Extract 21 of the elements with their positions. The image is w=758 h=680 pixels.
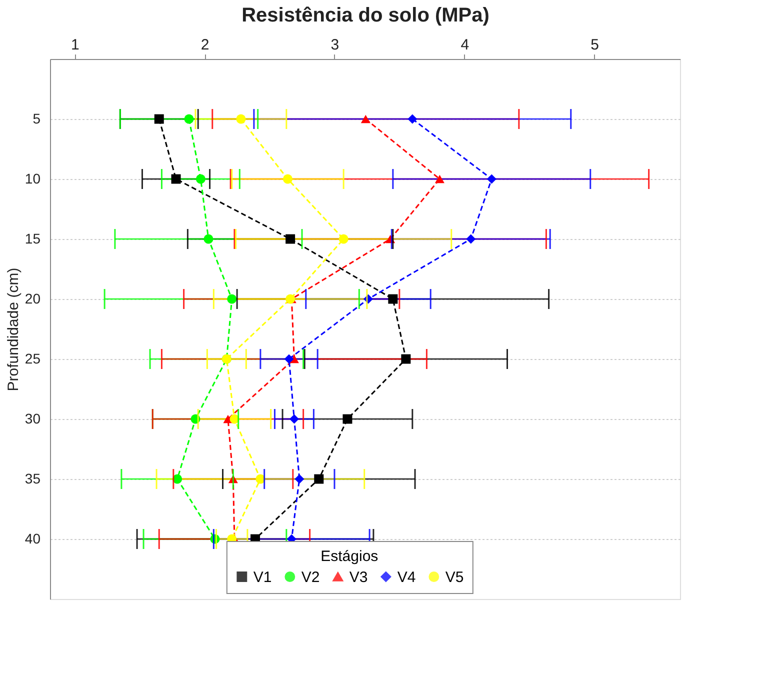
legend-label: V2 (301, 568, 320, 586)
y-tick-label: 25 (24, 350, 41, 366)
legend-label: V5 (445, 568, 464, 586)
y-tick-label: 20 (24, 290, 41, 306)
legend-label: V3 (349, 568, 368, 586)
x-tick-label: 1 (71, 36, 80, 54)
legend-title: Estágios (320, 548, 378, 565)
y-tick-label: 5 (32, 110, 41, 126)
y-axis-title: Profundidade (cm) (4, 268, 22, 392)
y-tick-label: 40 (24, 530, 41, 546)
x-tick-label: 2 (200, 36, 210, 54)
x-axis-title: Resistência do solo (MPa) (242, 4, 490, 26)
y-tick-label: 35 (24, 470, 41, 486)
legend-label: V4 (397, 568, 416, 586)
x-tick-label: 3 (330, 36, 340, 54)
legend-label: V1 (253, 568, 272, 586)
y-tick-label: 10 (24, 170, 41, 186)
y-tick-label: 15 (24, 230, 41, 246)
x-tick-label: 4 (460, 36, 470, 54)
y-tick-label: 30 (24, 410, 41, 426)
x-tick-label: 5 (590, 36, 599, 54)
